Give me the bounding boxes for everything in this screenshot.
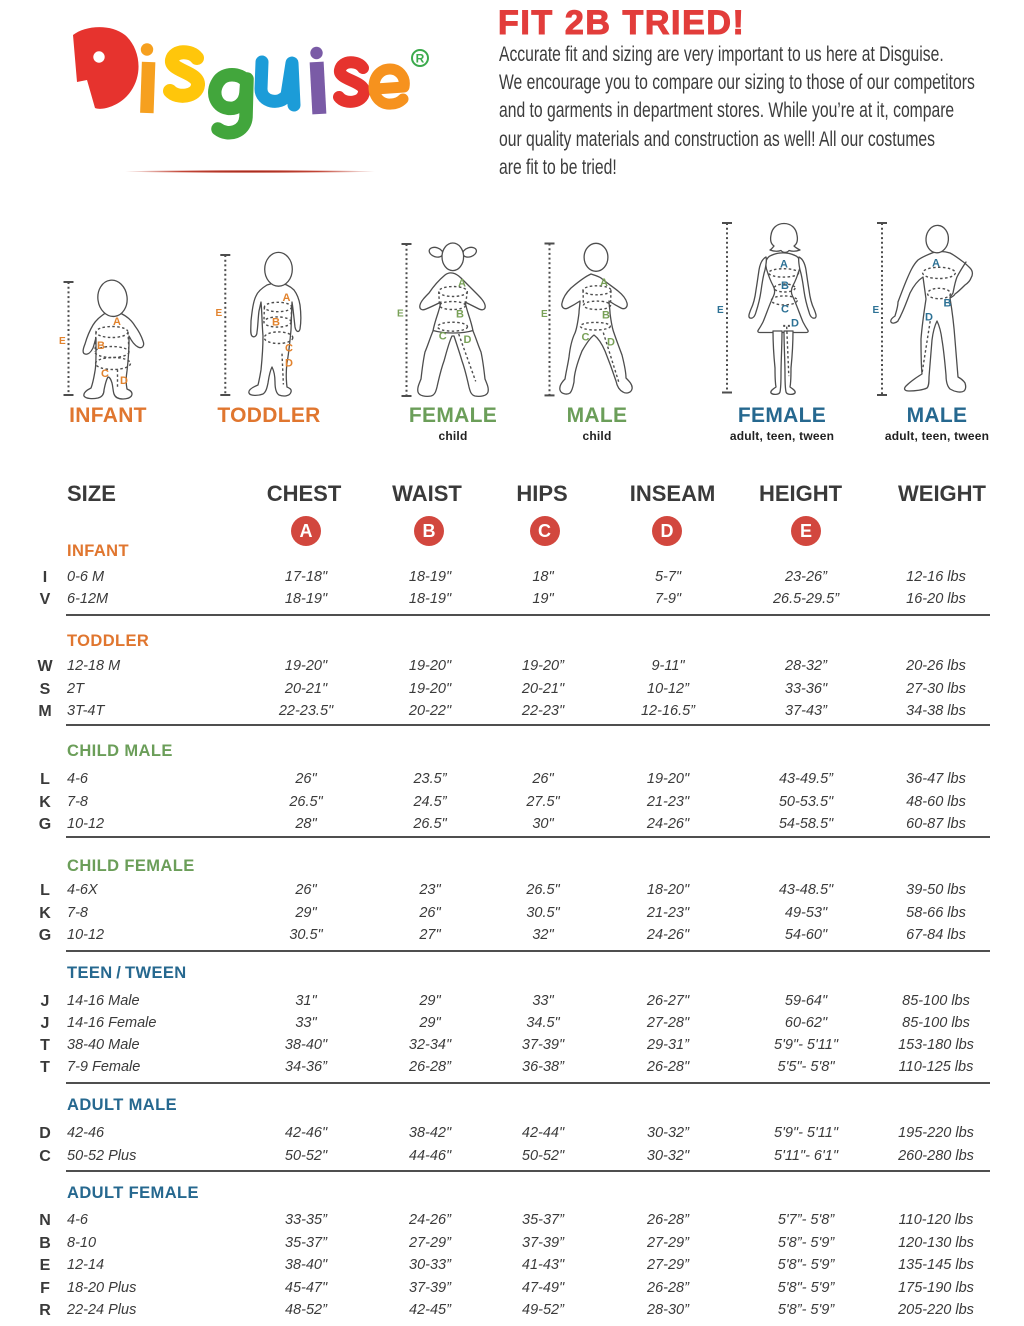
svg-text:D: D	[285, 358, 293, 370]
svg-text:D: D	[925, 311, 933, 323]
svg-text:B: B	[944, 297, 952, 309]
svg-text:E: E	[541, 309, 548, 320]
svg-text:A: A	[283, 292, 291, 304]
svg-text:A: A	[780, 258, 788, 270]
svg-text:B: B	[97, 340, 105, 352]
svg-text:E: E	[717, 305, 724, 316]
svg-text:B: B	[272, 317, 280, 329]
svg-text:C: C	[439, 330, 447, 342]
svg-text:C: C	[285, 343, 293, 355]
svg-text:C: C	[101, 368, 109, 380]
svg-text:A: A	[458, 277, 466, 289]
svg-text:D: D	[607, 336, 615, 348]
svg-text:C: C	[582, 331, 590, 343]
svg-text:E: E	[59, 336, 66, 347]
svg-text:A: A	[932, 258, 940, 270]
svg-text:D: D	[791, 318, 799, 330]
svg-text:C: C	[781, 304, 789, 316]
svg-text:A: A	[113, 316, 121, 328]
svg-text:A: A	[600, 277, 608, 289]
svg-text:E: E	[397, 309, 404, 320]
svg-text:B: B	[456, 309, 464, 321]
svg-text:B: B	[781, 280, 789, 292]
svg-text:R: R	[416, 52, 425, 66]
svg-text:D: D	[464, 334, 472, 346]
svg-text:B: B	[602, 310, 610, 322]
svg-text:E: E	[873, 305, 880, 316]
svg-text:D: D	[120, 375, 128, 387]
svg-text:E: E	[216, 308, 223, 319]
